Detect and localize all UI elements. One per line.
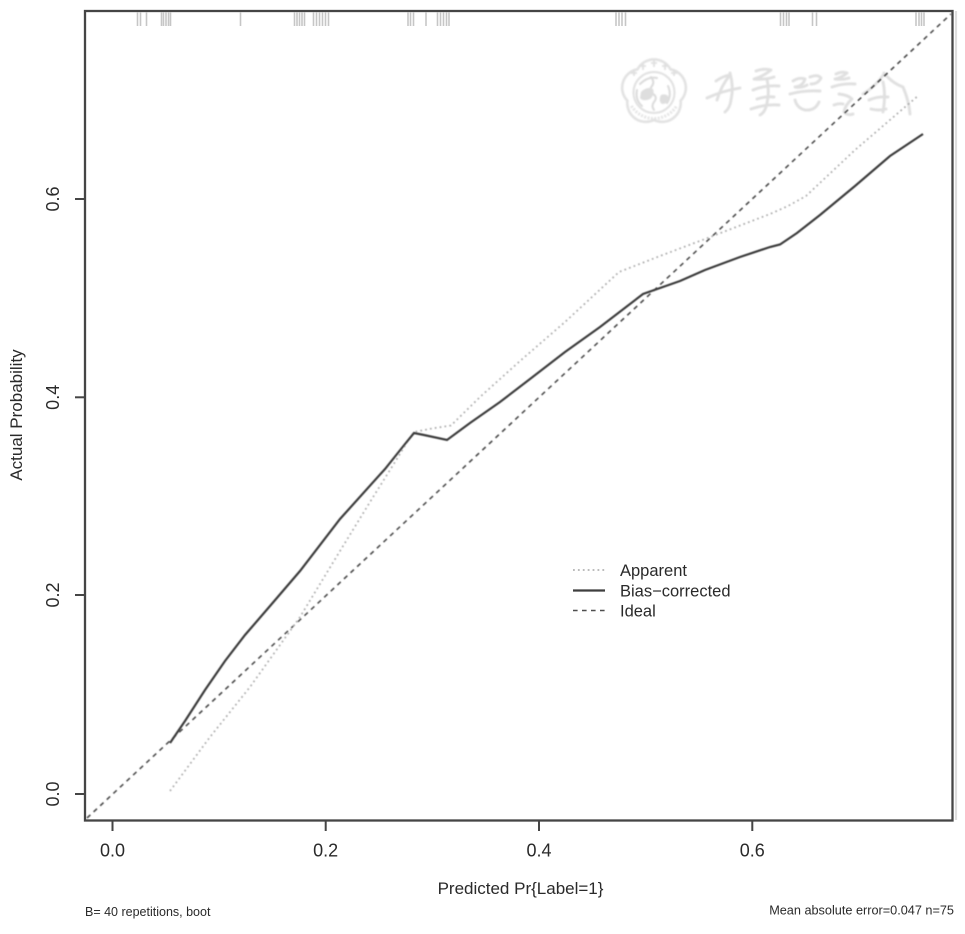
- svg-text:0.4: 0.4: [43, 385, 63, 410]
- svg-text:Ideal: Ideal: [620, 603, 656, 621]
- svg-text:Predicted Pr{Label=1}: Predicted Pr{Label=1}: [438, 879, 604, 898]
- svg-text:0.2: 0.2: [43, 582, 63, 607]
- svg-text:0.6: 0.6: [43, 186, 63, 211]
- svg-text:B= 40 repetitions, boot: B= 40 repetitions, boot: [85, 905, 211, 919]
- svg-text:Apparent: Apparent: [620, 562, 687, 580]
- svg-text:0.2: 0.2: [313, 841, 338, 861]
- svg-text:Mean absolute error=0.047 n=75: Mean absolute error=0.047 n=75: [769, 904, 954, 918]
- svg-text:0.6: 0.6: [740, 841, 765, 861]
- svg-text:0.4: 0.4: [526, 841, 551, 861]
- svg-text:Actual Probability: Actual Probability: [7, 349, 26, 481]
- svg-text:Bias−corrected: Bias−corrected: [620, 583, 731, 601]
- svg-text:0.0: 0.0: [100, 841, 125, 861]
- svg-text:0.0: 0.0: [43, 781, 63, 806]
